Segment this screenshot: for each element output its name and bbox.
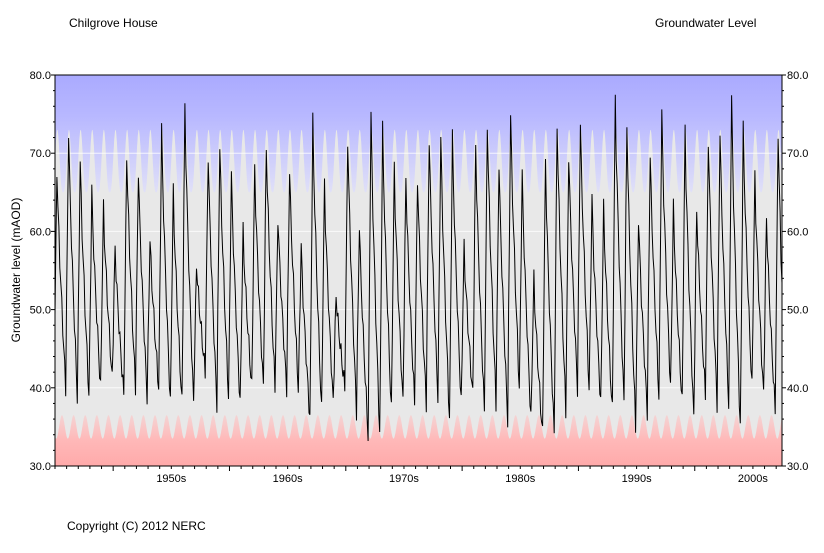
- y-tick-label-right: 80.0: [787, 70, 808, 82]
- y-tick-label-right: 70.0: [787, 148, 808, 160]
- x-tick-label: 1990s: [622, 473, 652, 485]
- y-tick-label-left: 60.0: [30, 226, 51, 238]
- y-tick-label-right: 60.0: [787, 226, 808, 238]
- high-band: [55, 75, 782, 193]
- plot-area: 30.0 30.0 40.0 40.0 50.0 50.0 60.0 60.0 70.0 70.0…: [30, 70, 809, 485]
- y-tick-label-right: 30.0: [787, 461, 808, 473]
- y-tick-label-left: 40.0: [30, 383, 51, 395]
- x-tick-label: 1970s: [389, 473, 419, 485]
- low-band: [55, 415, 782, 466]
- plot-clip-group: [55, 75, 782, 466]
- y-tick-label-left: 80.0: [30, 70, 51, 82]
- site-name: Chilgrove House: [69, 16, 158, 30]
- y-tick-label-left: 30.0: [30, 461, 51, 473]
- x-tick-label: 1960s: [273, 473, 303, 485]
- copyright-notice: Copyright (C) 2012 NERC: [67, 519, 206, 533]
- x-tick-label: 1980s: [505, 473, 535, 485]
- y-tick-label-right: 40.0: [787, 383, 808, 395]
- chart-title: Groundwater Level: [655, 16, 757, 30]
- x-tick-label: 1950s: [156, 473, 186, 485]
- x-tick-label: 2000s: [738, 473, 768, 485]
- y-tick-label-left: 50.0: [30, 305, 51, 317]
- groundwater-level-line: [55, 94, 782, 442]
- plot-frame: [54, 74, 783, 467]
- y-tick-label-right: 50.0: [787, 305, 808, 317]
- y-tick-label-left: 70.0: [30, 148, 51, 160]
